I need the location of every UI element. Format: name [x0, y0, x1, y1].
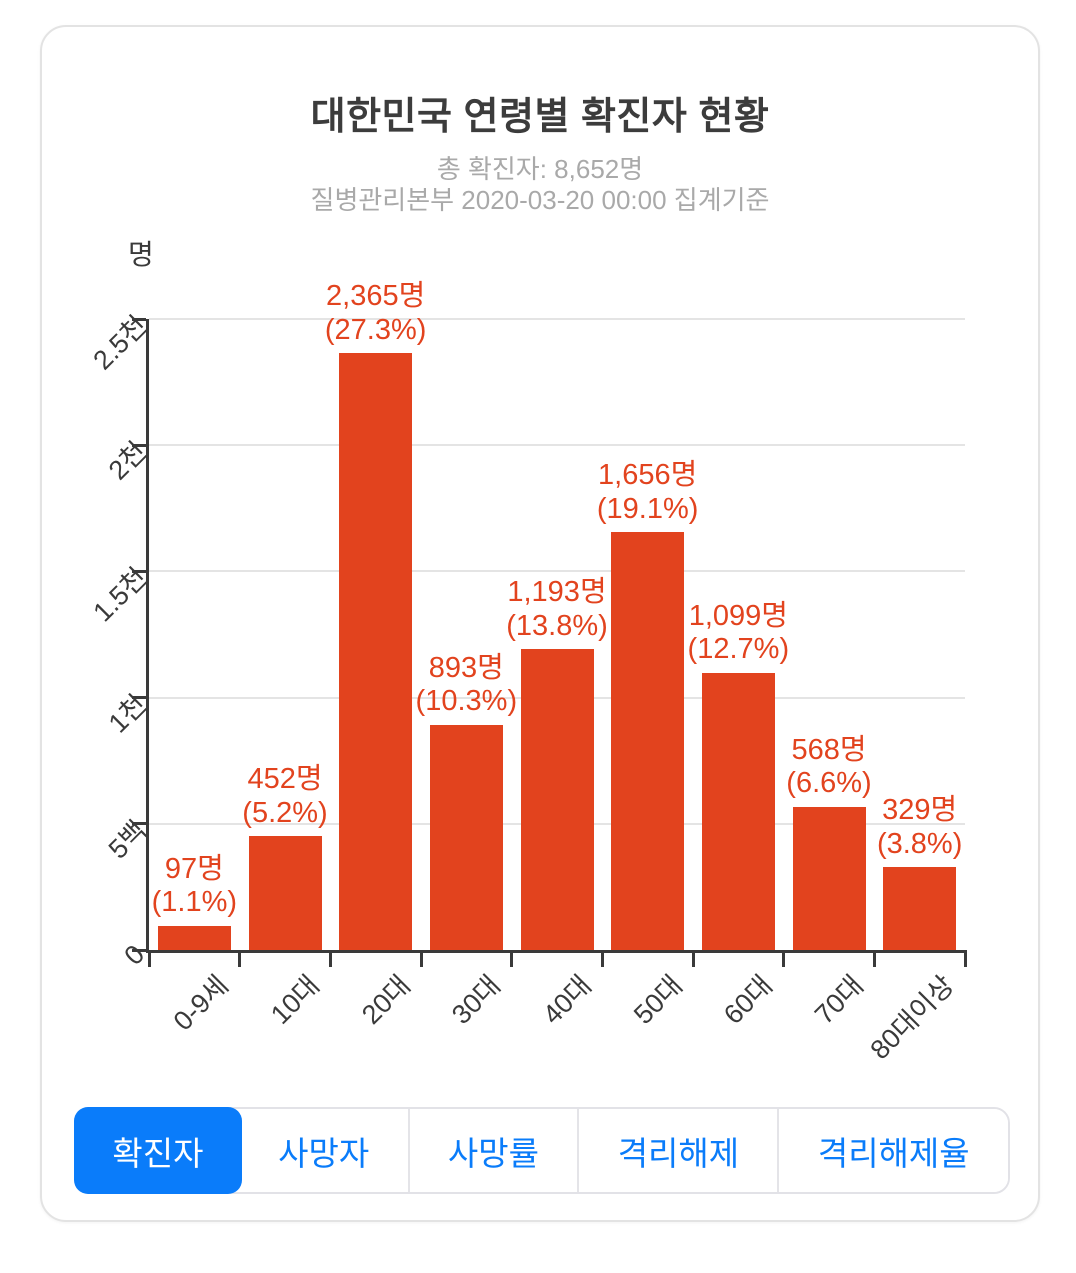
bar-percent-text: (19.1%) — [596, 492, 699, 525]
gridline — [149, 570, 965, 573]
bar-count-text: 1,099명 — [688, 599, 788, 632]
x-tick-label: 0-9세 — [168, 969, 235, 1037]
tab-release-rate[interactable]: 격리해제율 — [777, 1109, 1008, 1192]
bar-value-label: 893명 (10.3%) — [416, 652, 518, 719]
bar-70대[interactable] — [792, 806, 866, 950]
bar-60대[interactable] — [701, 672, 775, 950]
x-tick-label: 30대 — [446, 969, 507, 1030]
x-tick-label: 70대 — [809, 969, 870, 1030]
bar-0-9세[interactable] — [157, 925, 231, 950]
tab-death-rate[interactable]: 사망률 — [407, 1109, 578, 1192]
y-axis-tick — [132, 696, 146, 700]
bar-count-text: 452명 — [247, 763, 323, 796]
bar-percent-text: (27.3%) — [324, 313, 427, 346]
y-axis-tick — [132, 569, 146, 573]
bar-count-text: 2,365명 — [326, 280, 426, 313]
x-tick-label: 80대이상 — [864, 969, 960, 1066]
x-axis-tick — [691, 950, 695, 967]
bar-count-text: 893명 — [428, 651, 504, 684]
bar-percent-text: (1.1%) — [151, 886, 238, 919]
tab-confirmed[interactable]: 확진자 — [74, 1107, 242, 1194]
bar-value-label: 97명 (1.1%) — [152, 853, 237, 920]
x-tick-label: 50대 — [627, 969, 688, 1030]
bar-value-label: 1,099명 (12.7%) — [688, 600, 790, 667]
bar-value-label: 568명 (6.6%) — [786, 734, 871, 801]
bar-count-text: 97명 — [164, 852, 224, 885]
bar-40대[interactable] — [520, 648, 594, 950]
bar-10대[interactable] — [248, 835, 322, 950]
bar-count-text: 568명 — [791, 733, 867, 766]
bar-value-label: 1,193명 (13.8%) — [506, 576, 608, 643]
bar-30대[interactable] — [429, 724, 503, 950]
x-tick-label: 40대 — [537, 969, 598, 1030]
bar-count-text: 1,193명 — [507, 576, 607, 609]
gridline — [149, 318, 965, 320]
x-tick-label: 60대 — [718, 969, 779, 1030]
chart-subtitle: 총 확진자: 8,652명 질병관리본부 2020-03-20 00:00 집계… — [42, 154, 1038, 216]
x-axis-tick — [238, 950, 242, 967]
plot-area[interactable]: 0 5백 1천 1.5천 2천 2.5천 97명 (1.1%) 0-9세 452명 (5.2%) 10… — [87, 280, 967, 1065]
chart-subtitle-source: 질병관리본부 2020-03-20 00:00 집계기준 — [310, 185, 770, 216]
bar-50대[interactable] — [611, 532, 685, 950]
y-axis-tick — [132, 317, 146, 321]
bar-value-label: 1,656명 (19.1%) — [597, 459, 699, 526]
x-axis-tick — [147, 950, 151, 967]
y-axis-tick — [132, 443, 146, 447]
bar-value-label: 2,365명 (27.3%) — [325, 280, 427, 347]
x-tick-label: 10대 — [265, 969, 326, 1030]
y-axis-line — [146, 319, 149, 953]
x-axis-tick — [510, 950, 514, 967]
x-tick-label: 20대 — [355, 969, 416, 1030]
chart-card: 대한민국 연령별 확진자 현황 총 확진자: 8,652명 질병관리본부 202… — [40, 25, 1040, 1222]
tab-released[interactable]: 격리해제 — [577, 1109, 778, 1192]
x-axis-tick — [328, 950, 332, 967]
y-axis-unit-label: 명 — [128, 239, 154, 270]
bar-80대이상[interactable] — [883, 866, 957, 950]
x-axis-tick — [963, 950, 967, 967]
bar-percent-text: (13.8%) — [506, 609, 608, 642]
y-axis-tick — [132, 948, 146, 952]
bar-value-label: 329명 (3.8%) — [877, 794, 962, 861]
tab-bar: 확진자 사망자 사망률 격리해제 격리해제율 — [74, 1107, 1010, 1194]
y-tick-label: 1.5천 — [87, 562, 153, 628]
bar-count-text: 329명 — [882, 794, 958, 827]
tab-deaths[interactable]: 사망자 — [239, 1109, 408, 1192]
bar-percent-text: (3.8%) — [876, 827, 963, 860]
x-axis-tick — [600, 950, 604, 967]
bar-value-label: 452명 (5.2%) — [242, 763, 327, 830]
bar-20대[interactable] — [339, 353, 413, 950]
bar-percent-text: (6.6%) — [786, 767, 872, 800]
gridline — [149, 444, 965, 447]
bar-percent-text: (10.3%) — [415, 685, 518, 718]
x-axis-tick — [872, 950, 876, 967]
x-axis-tick — [782, 950, 786, 967]
x-axis-tick — [419, 950, 423, 967]
bar-percent-text: (12.7%) — [687, 633, 790, 666]
y-axis-tick — [132, 822, 146, 826]
bar-percent-text: (5.2%) — [242, 796, 328, 829]
y-tick-label: 2.5천 — [87, 310, 153, 376]
chart-title: 대한민국 연령별 확진자 현황 — [310, 96, 770, 138]
chart-subtitle-total: 총 확진자: 8,652명 — [436, 154, 644, 184]
x-axis-line — [146, 950, 965, 953]
bar-count-text: 1,656명 — [598, 459, 698, 492]
